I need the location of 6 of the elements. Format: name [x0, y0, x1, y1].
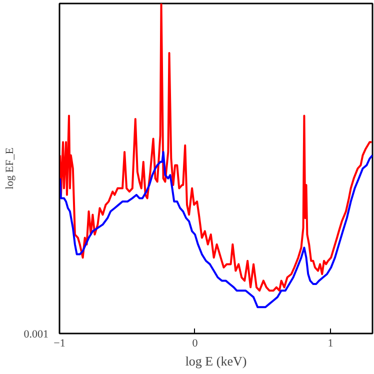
y-axis-title: log EF_E [4, 147, 16, 190]
x-tick-label: 1 [328, 338, 334, 350]
x-tick-label: 0 [192, 338, 198, 350]
x-tick-label: −1 [54, 338, 66, 350]
x-axis-title: log E (keV) [185, 354, 247, 368]
text: 0.001 [24, 328, 48, 340]
